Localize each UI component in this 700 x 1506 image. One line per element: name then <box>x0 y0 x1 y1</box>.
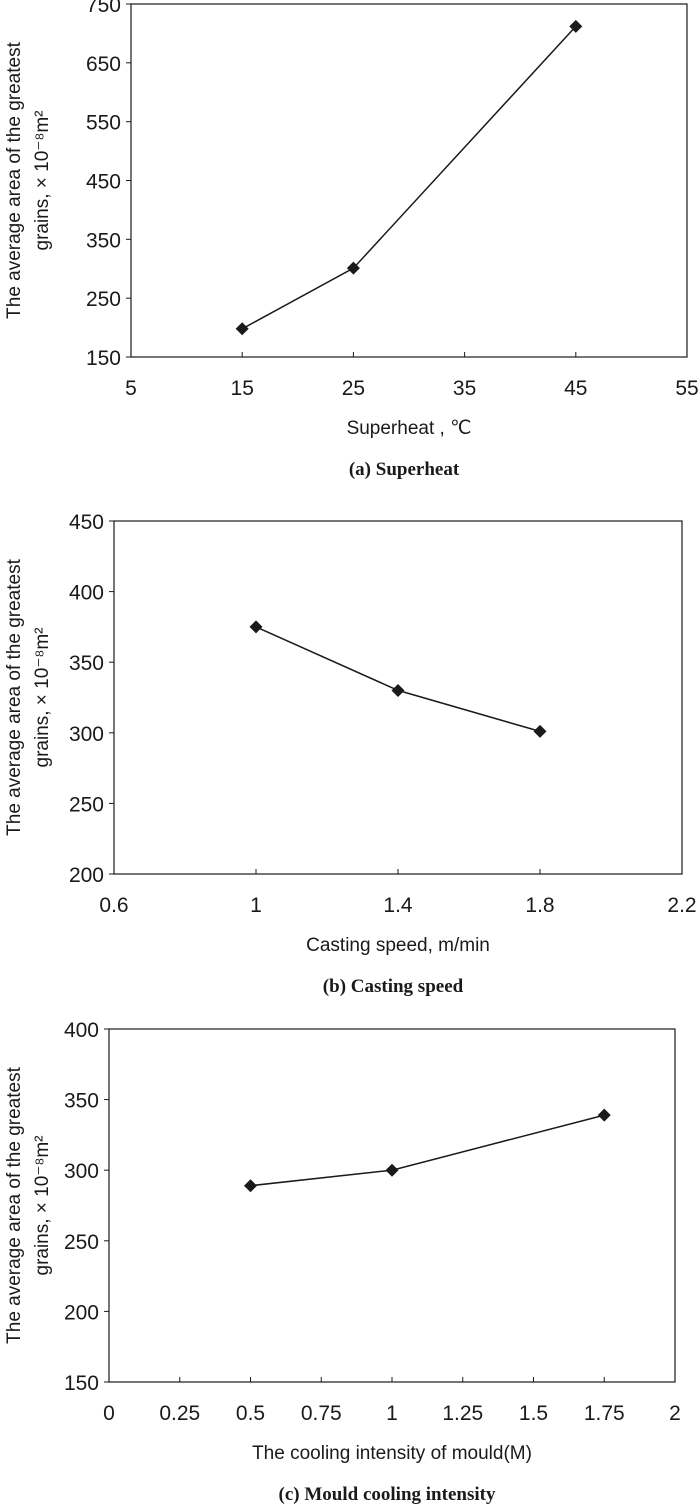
x-tick-label: 1 <box>386 1402 398 1425</box>
data-point-diamond <box>533 724 547 738</box>
data-point-diamond <box>391 683 405 697</box>
chart-panel-1: 0.6 1 1.4 1.8 2.2 200 250 300 350 400 450 Casting s… <box>4 511 697 997</box>
y-tick-label: 300 <box>64 1160 99 1183</box>
plot-area-frame <box>113 520 683 875</box>
x-axis-label: Casting speed, m/min <box>306 935 490 956</box>
y-tick-label: 400 <box>69 582 104 605</box>
x-tick-label: 1.8 <box>525 894 554 917</box>
data-point-diamond <box>244 1179 257 1193</box>
chart-caption: (a) Superheat <box>349 459 460 480</box>
x-axis-label: The cooling intensity of mould(M) <box>252 1443 532 1464</box>
y-tick-label: 150 <box>86 347 121 370</box>
y-tick-label: 300 <box>69 723 104 746</box>
chart-panel-2: 0 0.25 0.5 0.75 1 1.25 1.5 1.75 2 150 200 250 300 350… <box>4 1019 681 1505</box>
x-tick-label: 1 <box>250 894 262 917</box>
x-tick-label: 15 <box>231 377 254 400</box>
data-point-diamond <box>235 322 249 336</box>
x-tick-label: 45 <box>564 377 587 400</box>
data-point-diamond <box>569 19 583 33</box>
x-tick-label: 0.25 <box>159 1402 200 1425</box>
data-point-diamond <box>597 1108 611 1122</box>
x-tick-label: 2 <box>669 1402 681 1425</box>
y-axis-label-line2: grains, × 10⁻⁸m² <box>32 1135 53 1275</box>
y-axis-label-line1: The average area of the greatest <box>4 41 25 318</box>
series-line <box>255 626 541 733</box>
chart-caption: (c) Mould cooling intensity <box>279 1484 496 1505</box>
x-tick-label: 0.6 <box>99 894 128 917</box>
x-tick-label: 1.5 <box>519 1402 548 1425</box>
x-tick-label: 35 <box>453 377 476 400</box>
series-line <box>250 1114 605 1187</box>
y-tick-label: 350 <box>64 1090 99 1113</box>
chart-caption: (b) Casting speed <box>323 976 464 997</box>
y-tick-label: 750 <box>86 0 121 17</box>
x-tick-label: 1.25 <box>442 1402 483 1425</box>
y-tick-label: 150 <box>64 1372 99 1395</box>
y-axis-label-line1: The average area of the greatest <box>4 1066 25 1343</box>
y-tick-label: 650 <box>86 53 121 76</box>
plot-area-frame <box>108 1028 676 1383</box>
y-tick-label: 200 <box>69 864 104 887</box>
x-tick-label: 0.5 <box>236 1402 265 1425</box>
plot-area-frame <box>130 3 688 358</box>
data-point-diamond <box>346 261 360 275</box>
y-tick-label: 250 <box>86 288 121 311</box>
x-tick-label: 0 <box>103 1402 115 1425</box>
y-tick-label: 450 <box>69 511 104 534</box>
data-point-diamond <box>385 1163 399 1177</box>
x-tick-label: 55 <box>675 377 698 400</box>
y-tick-label: 200 <box>64 1301 99 1324</box>
y-tick-label: 550 <box>86 112 121 135</box>
y-tick-label: 450 <box>86 171 121 194</box>
y-axis-label-line2: grains, × 10⁻⁸m² <box>32 627 53 767</box>
x-tick-label: 1.4 <box>383 894 413 917</box>
x-axis-label: Superheat , ℃ <box>347 418 472 439</box>
y-tick-label: 350 <box>69 652 104 675</box>
y-axis-label-line2: grains, × 10⁻⁸m² <box>32 110 53 250</box>
series-line <box>241 25 577 330</box>
x-tick-label: 2.2 <box>667 894 696 917</box>
y-tick-label: 400 <box>64 1019 99 1042</box>
x-tick-label: 25 <box>342 377 365 400</box>
data-point-diamond <box>249 620 263 634</box>
y-tick-label: 250 <box>69 793 104 816</box>
x-tick-label: 5 <box>125 377 137 400</box>
x-tick-label: 1.75 <box>584 1402 625 1425</box>
x-tick-label: 0.75 <box>301 1402 342 1425</box>
y-tick-label: 350 <box>86 229 121 252</box>
chart-panel-0: 5 15 25 35 45 55 150 250 350 450 550 650 750 Superhea… <box>4 0 699 480</box>
y-axis-label-line1: The average area of the greatest <box>4 558 25 835</box>
y-tick-label: 250 <box>64 1231 99 1254</box>
